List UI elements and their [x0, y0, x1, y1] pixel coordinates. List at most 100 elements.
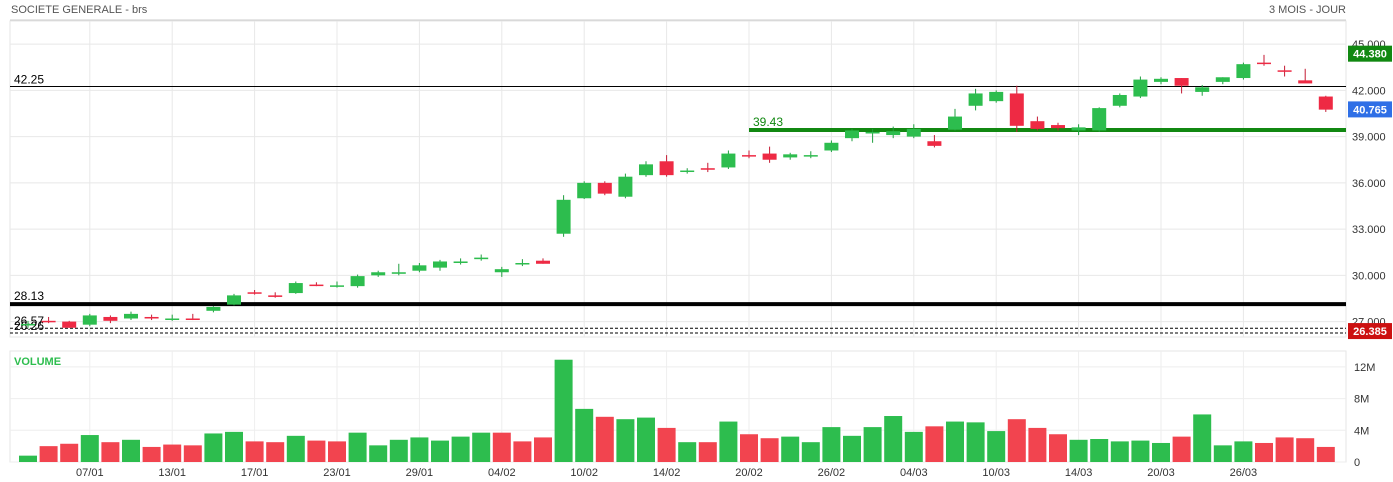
volume-bars	[19, 359, 1335, 462]
volume-bar	[966, 422, 985, 462]
x-tick-label: 10/02	[570, 467, 598, 479]
volume-bar	[451, 436, 470, 462]
price-badge-label: 44.380	[1353, 49, 1387, 61]
volume-bar	[472, 432, 491, 462]
candle-body	[371, 272, 386, 276]
candle-body	[536, 260, 550, 264]
volume-bar	[904, 431, 923, 462]
candle-body	[412, 265, 427, 271]
candle-body	[1009, 93, 1024, 126]
candle-body	[597, 182, 612, 194]
x-tick-label: 20/03	[1147, 467, 1175, 479]
candle-body	[144, 316, 159, 319]
candle-body	[824, 142, 839, 151]
candle-body	[1215, 77, 1230, 82]
candle-body	[1318, 96, 1333, 110]
volume-bar	[1316, 446, 1335, 462]
candle-body	[62, 321, 77, 328]
candle-body	[391, 272, 406, 274]
candle-body	[21, 323, 35, 326]
candle-body	[1071, 127, 1086, 131]
volume-bar	[1193, 414, 1212, 462]
price-badge	[1348, 45, 1392, 62]
candle-body	[989, 91, 1004, 102]
candle-body	[803, 155, 818, 157]
price-y-tick-label: 42.000	[1352, 85, 1386, 97]
price-panel	[9, 20, 1347, 338]
volume-bar	[801, 442, 820, 462]
candle-body	[556, 199, 571, 234]
candle-body	[124, 313, 138, 319]
volume-bar	[1296, 438, 1315, 462]
volume-bar	[492, 432, 511, 462]
level-label: 26.26	[14, 319, 44, 333]
candle-body	[865, 131, 880, 134]
volume-bar	[534, 437, 552, 462]
x-tick-label: 14/03	[1065, 467, 1093, 479]
volume-bar	[307, 440, 326, 462]
volume-bar	[1213, 445, 1232, 462]
volume-bar	[369, 445, 388, 462]
candle-body	[247, 292, 262, 294]
volume-bar	[843, 435, 861, 462]
candle-body	[1133, 79, 1148, 97]
volume-bar	[60, 443, 79, 462]
x-tick-label: 26/02	[818, 467, 846, 479]
volume-bar	[245, 441, 264, 462]
candle-body	[968, 93, 983, 106]
candle-body	[700, 168, 715, 170]
volume-bar	[328, 441, 346, 462]
candles	[21, 54, 1333, 328]
candle-body	[618, 176, 633, 197]
volume-bar	[946, 421, 964, 462]
candle-body	[103, 316, 118, 321]
volume-bar	[740, 434, 758, 462]
volume-bar	[1007, 419, 1026, 462]
period-label: 3 MOIS - JOUR	[1269, 4, 1346, 16]
volume-title: VOLUME	[14, 356, 61, 368]
volume-y-tick-label: 12M	[1354, 362, 1375, 374]
candle-body	[350, 276, 365, 287]
volume-bar	[19, 455, 37, 462]
candle-body	[721, 153, 736, 168]
candle-body	[927, 141, 942, 146]
price-badge-label: 26.385	[1353, 326, 1387, 338]
volume-bar	[1110, 441, 1129, 462]
x-tick-label: 07/01	[76, 467, 104, 479]
candle-body	[1277, 70, 1292, 72]
level-label: 42.25	[14, 73, 44, 87]
volume-bar	[637, 417, 655, 462]
candle-body	[948, 116, 962, 130]
x-tick-label: 29/01	[406, 467, 434, 479]
volume-bar	[616, 419, 635, 462]
volume-bar	[822, 427, 841, 462]
volume-bar	[1275, 437, 1294, 462]
volume-bar	[80, 435, 99, 462]
volume-bar	[1255, 442, 1273, 462]
volume-y-tick-label: 4M	[1354, 425, 1369, 437]
candle-body	[185, 318, 200, 321]
x-tick-label: 23/01	[323, 467, 351, 479]
x-tick-label: 14/02	[653, 467, 681, 479]
volume-bar	[781, 436, 800, 462]
volume-bar	[884, 416, 903, 462]
volume-bar	[575, 408, 594, 462]
level-label: 39.43	[753, 115, 783, 129]
volume-bar	[987, 431, 1006, 462]
volume-bar	[142, 446, 161, 462]
volume-bar	[925, 426, 944, 462]
volume-bar	[863, 427, 882, 462]
candle-body	[1174, 78, 1189, 86]
volume-bar	[122, 439, 140, 462]
volume-bar	[1049, 434, 1067, 462]
x-tick-label: 10/03	[982, 467, 1010, 479]
candle-body	[577, 182, 592, 199]
price-y-tick-label: 30.000	[1352, 270, 1386, 282]
price-y-tick-label: 39.000	[1352, 132, 1386, 144]
candle-body	[1298, 80, 1313, 84]
level-label: 28.13	[14, 289, 44, 303]
volume-bar	[389, 439, 408, 462]
candle-body	[639, 164, 653, 176]
candle-body	[1195, 87, 1210, 92]
candle-body	[309, 284, 324, 287]
